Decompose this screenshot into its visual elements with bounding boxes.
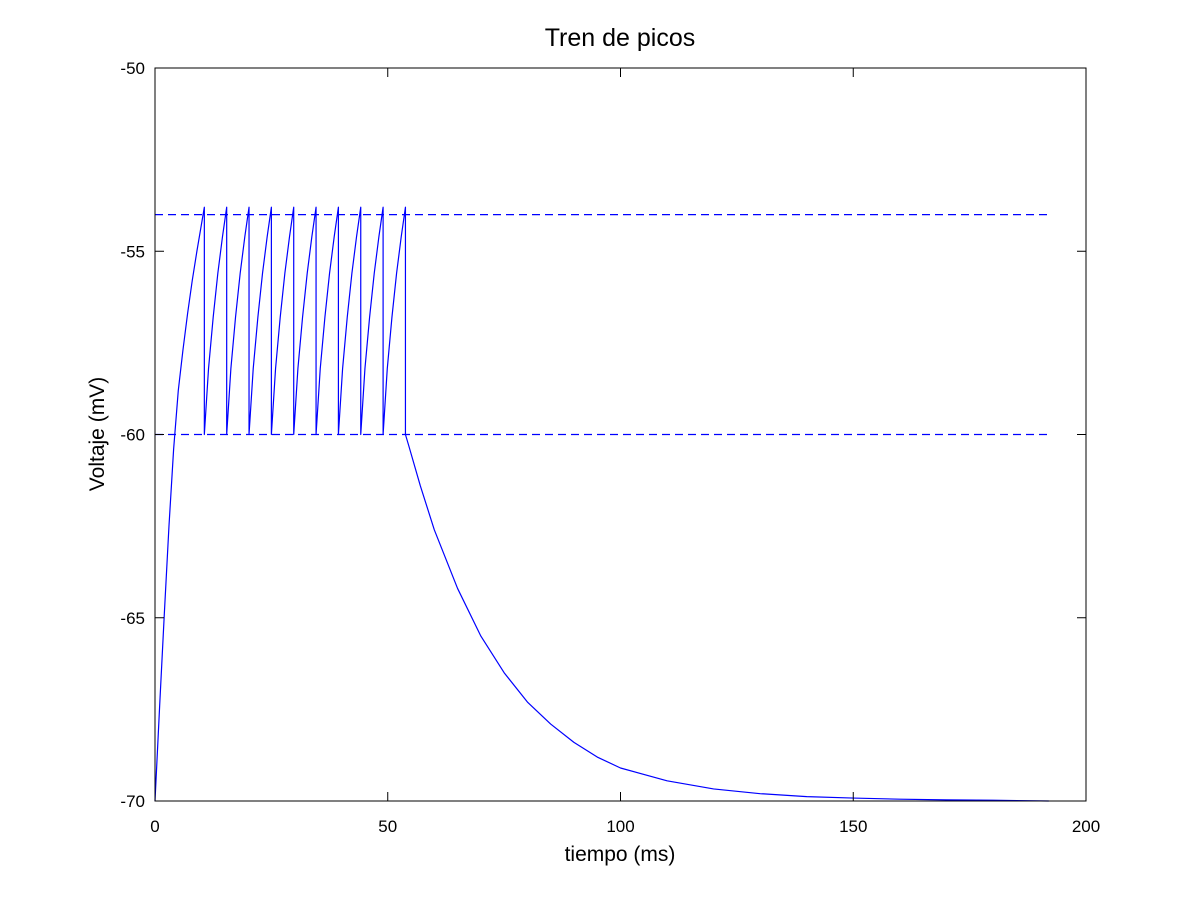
voltage-trace bbox=[154, 206, 1049, 802]
x-tick-label: 50 bbox=[378, 817, 397, 836]
chart-title: Tren de picos bbox=[545, 24, 696, 52]
x-axis-label: tiempo (ms) bbox=[565, 843, 676, 866]
y-tick-label: -60 bbox=[120, 426, 145, 445]
x-tick-label: 100 bbox=[606, 817, 634, 836]
x-tick-label: 0 bbox=[150, 817, 159, 836]
series-layer bbox=[154, 206, 1049, 802]
x-tick-label: 200 bbox=[1072, 817, 1100, 836]
y-tick-label: -50 bbox=[120, 59, 145, 78]
y-axis-label: Voltaje (mV) bbox=[86, 377, 109, 491]
y-tick-label: -70 bbox=[120, 792, 145, 811]
y-tick-label: -65 bbox=[120, 609, 145, 628]
plot-frame bbox=[154, 67, 1087, 802]
ticks-layer: 0 50 100 150 200 -70 -65 -60 -55 -50 bbox=[120, 59, 1100, 836]
y-tick-label: -55 bbox=[120, 242, 145, 261]
x-tick-label: 150 bbox=[839, 817, 867, 836]
